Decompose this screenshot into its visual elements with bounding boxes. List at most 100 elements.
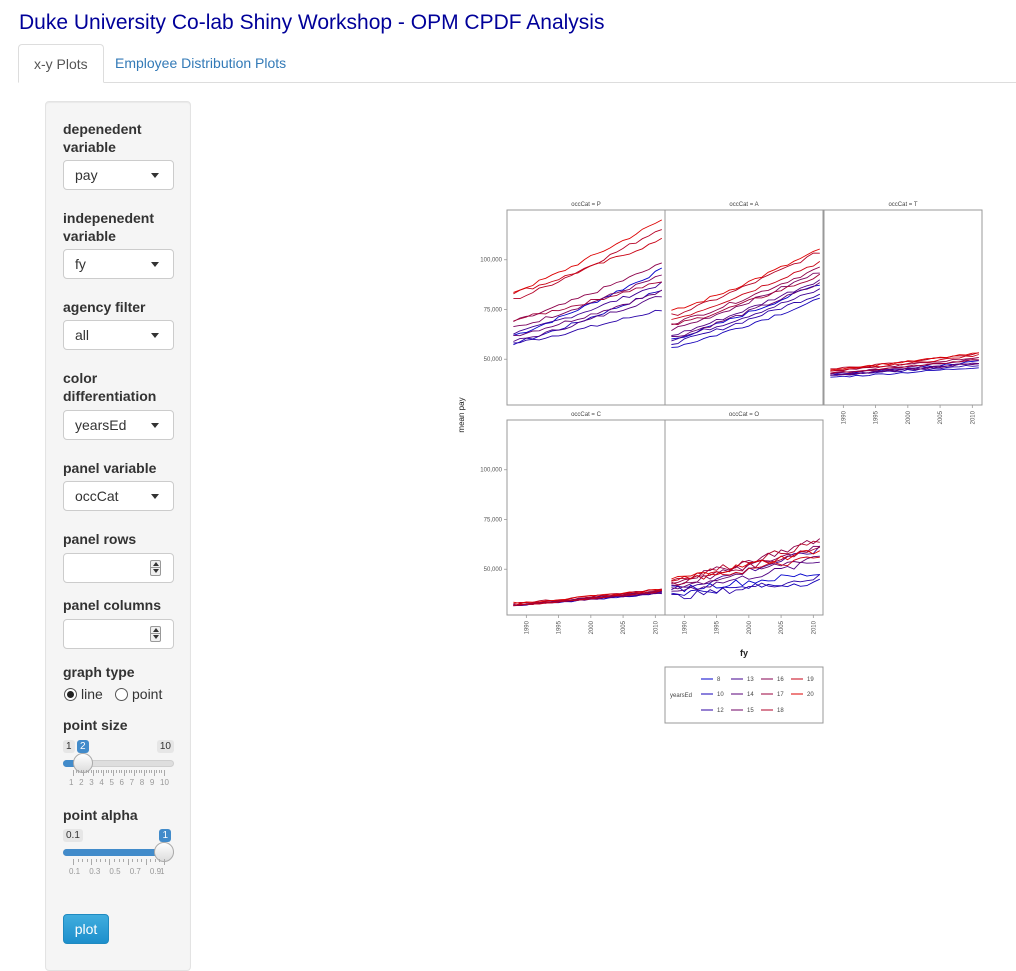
independent-variable-value: fy bbox=[75, 256, 86, 272]
independent-variable-label: indepenedent variable bbox=[63, 210, 155, 244]
panel-strip-label: occCat = A bbox=[729, 202, 758, 208]
series-line bbox=[830, 352, 979, 371]
slider-tick bbox=[150, 859, 152, 862]
graph-type-line-label[interactable]: line bbox=[81, 686, 103, 702]
slider-tick bbox=[75, 770, 77, 773]
independent-variable-select[interactable]: fy bbox=[63, 249, 174, 279]
panel-strip-label: occCat = C bbox=[571, 412, 602, 418]
slider-tick bbox=[104, 859, 106, 862]
sidebar-panel: depenedent variable pay indepenedent var… bbox=[45, 101, 191, 971]
series-line bbox=[513, 589, 662, 605]
x-tick-label: 1995 bbox=[715, 620, 721, 634]
color-differentiation-select[interactable]: yearsEd bbox=[63, 410, 174, 440]
dependent-variable-select[interactable]: pay bbox=[63, 160, 174, 190]
agency-filter-label: agency filter bbox=[63, 299, 146, 315]
slider-tick bbox=[109, 859, 111, 865]
plot-button[interactable]: plot bbox=[63, 914, 109, 944]
slider-tick bbox=[141, 770, 143, 773]
tab-employee-distribution[interactable]: Employee Distribution Plots bbox=[115, 55, 287, 71]
x-tick-label: 2010 bbox=[811, 620, 817, 634]
graph-type-point-label[interactable]: point bbox=[132, 686, 163, 702]
spinner-icon[interactable] bbox=[150, 626, 161, 642]
slider-tick bbox=[164, 859, 165, 865]
slider-tick bbox=[136, 770, 138, 773]
slider-grid-label: 8 bbox=[139, 778, 145, 787]
legend-label: 12 bbox=[717, 708, 724, 714]
panel-series-group bbox=[513, 588, 662, 607]
panel-series-group bbox=[513, 219, 663, 346]
slider-tick bbox=[95, 859, 97, 862]
panel-strip-label: occCat = P bbox=[571, 202, 601, 208]
spinner-icon[interactable] bbox=[150, 560, 161, 576]
slider-tick bbox=[91, 859, 93, 865]
x-tick-label: 2005 bbox=[779, 620, 785, 634]
chevron-down-icon bbox=[151, 423, 159, 428]
series-line bbox=[671, 573, 820, 593]
x-tick-label: 1995 bbox=[557, 620, 563, 634]
slider-tick bbox=[121, 770, 123, 773]
color-differentiation-value: yearsEd bbox=[75, 417, 127, 433]
series-line bbox=[830, 354, 979, 372]
panel-frame bbox=[506, 209, 666, 406]
agency-filter-select[interactable]: all bbox=[63, 320, 174, 350]
slider-tick bbox=[156, 770, 158, 773]
graph-type-point-radio[interactable] bbox=[115, 688, 128, 701]
slider-tick bbox=[161, 770, 163, 773]
series-line bbox=[671, 538, 821, 584]
legend-box bbox=[664, 666, 824, 724]
series-line bbox=[513, 219, 663, 293]
slider-tick bbox=[148, 770, 150, 773]
slider-tick bbox=[151, 770, 153, 773]
x-tick-label: 2005 bbox=[621, 620, 627, 634]
x-tick-label: 2005 bbox=[938, 410, 944, 424]
legend-label: 16 bbox=[777, 677, 784, 683]
slider-tick bbox=[113, 859, 115, 862]
slider-tick bbox=[128, 770, 130, 773]
panel-rows-input[interactable] bbox=[63, 553, 174, 583]
y-tick-label: 50,000 bbox=[484, 567, 503, 573]
slider-tick bbox=[85, 770, 87, 773]
slider-tick bbox=[127, 859, 129, 865]
graph-type-radio-group: line point bbox=[63, 686, 183, 704]
point-size-slider[interactable]: 1 2 10 1 2 3 4 5 6 7 8 9 10 bbox=[63, 740, 174, 790]
slider-tick bbox=[88, 770, 90, 773]
slider-tick bbox=[108, 770, 110, 773]
slider-tick bbox=[115, 770, 117, 773]
legend-label: 10 bbox=[717, 692, 724, 698]
color-differentiation-label: color differentiation bbox=[63, 370, 157, 404]
slider-tick bbox=[113, 770, 115, 776]
graph-type-line-radio[interactable] bbox=[64, 688, 77, 701]
y-tick-label: 50,000 bbox=[484, 357, 503, 363]
slider-grid-label: 3 bbox=[89, 778, 94, 787]
slider-grid-label: 5 bbox=[109, 778, 114, 787]
slider-tick bbox=[78, 770, 80, 773]
point-alpha-slider[interactable]: 0.1 1 0.1 0.3 0.5 0.7 0.9 1 bbox=[63, 829, 174, 879]
legend-label: 13 bbox=[747, 677, 754, 683]
slider-tick bbox=[136, 859, 138, 862]
slider-grid-label: 0.1 bbox=[69, 867, 81, 876]
tab-xy-plots[interactable]: x-y Plots bbox=[18, 44, 104, 83]
agency-filter-value: all bbox=[75, 327, 90, 343]
panel-rows-label: panel rows bbox=[63, 531, 137, 547]
series-line bbox=[671, 556, 820, 582]
slider-grid-label: 0.7 bbox=[129, 867, 141, 876]
slider-tick bbox=[146, 770, 148, 773]
series-line bbox=[513, 289, 663, 337]
point-alpha-label: point alpha bbox=[63, 807, 138, 823]
slider-grid-label: 0.3 bbox=[89, 867, 101, 876]
series-line bbox=[513, 309, 662, 344]
series-line bbox=[513, 589, 662, 604]
slider-tick bbox=[103, 770, 105, 776]
x-tick-label: 2010 bbox=[653, 620, 659, 634]
slider-grid-label: 6 bbox=[119, 778, 124, 787]
legend-label: 19 bbox=[807, 677, 814, 683]
slider-tick bbox=[154, 859, 156, 862]
plot-svg: occCat = P 100,000 75,000 50,000 occCat = A o… bbox=[457, 202, 983, 724]
slider-fill bbox=[63, 849, 164, 856]
dependent-variable-label: depenedent variable bbox=[63, 121, 142, 155]
panel-columns-input[interactable] bbox=[63, 619, 174, 649]
series-line bbox=[513, 274, 662, 328]
slider-handle[interactable] bbox=[73, 753, 94, 773]
panel-variable-select[interactable]: occCat bbox=[63, 481, 174, 511]
chevron-down-icon bbox=[151, 494, 159, 499]
